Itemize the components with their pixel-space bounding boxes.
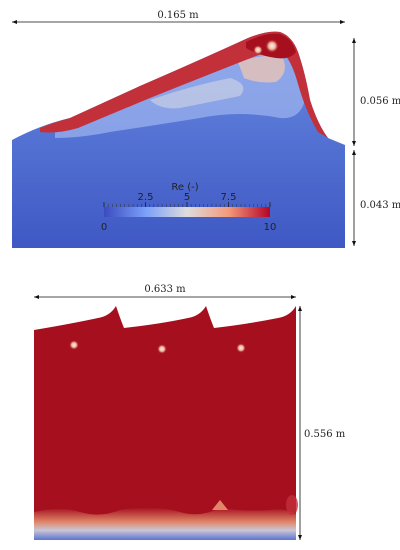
bottom-vortex-2 bbox=[157, 344, 167, 354]
bottom-width-label: 0.633 m bbox=[144, 284, 186, 295]
top-width-arrow-right bbox=[340, 20, 345, 24]
bottom-domain-body bbox=[34, 306, 296, 540]
top-width-label: 0.165 m bbox=[157, 10, 199, 21]
bottom-boundary-band bbox=[34, 507, 296, 540]
top-upper-height-label: 0.056 m bbox=[360, 96, 400, 107]
colorbar-tick-label: 0 bbox=[101, 222, 107, 233]
colorbar-tick-label: 2.5 bbox=[138, 192, 154, 203]
top-mixing-patch-2 bbox=[238, 55, 285, 83]
top-crest-vortex-2 bbox=[253, 45, 263, 55]
colorbar-ticks: 0 2.5 5 7.5 10 bbox=[101, 192, 277, 233]
bottom-width-arrow-right bbox=[291, 295, 296, 299]
bottom-boundary-spike bbox=[212, 500, 228, 510]
top-width-arrow-left bbox=[12, 20, 17, 24]
bottom-wall-patch bbox=[286, 495, 298, 515]
colorbar: Re (-) 0 2.5 5 7.5 10 bbox=[101, 182, 277, 233]
bottom-vortex-1 bbox=[69, 340, 79, 350]
top-upper-height-arrow-bottom bbox=[352, 141, 356, 146]
bottom-vortex-3 bbox=[236, 343, 246, 353]
top-mixing-patch-1 bbox=[150, 78, 244, 109]
top-contour-plot: 0.165 m 0.056 m 0.043 m bbox=[12, 10, 400, 248]
top-upper-height-arrow-top bbox=[352, 38, 356, 43]
top-crest-vortex bbox=[265, 39, 279, 53]
bottom-height-arrow-bottom bbox=[298, 535, 302, 540]
top-lower-height-label: 0.043 m bbox=[360, 200, 400, 211]
colorbar-tick-label: 10 bbox=[264, 222, 277, 233]
bottom-height-arrow-top bbox=[298, 306, 302, 311]
bottom-height-label: 0.556 m bbox=[304, 429, 346, 440]
colorbar-tick-label: 5 bbox=[184, 192, 190, 203]
top-surface-band bbox=[40, 31, 328, 139]
top-lower-height-arrow-bottom bbox=[352, 241, 356, 246]
colorbar-gradient bbox=[104, 207, 270, 217]
bottom-contour-plot: 0.633 m 0.556 m bbox=[34, 284, 346, 540]
bottom-width-arrow-left bbox=[34, 295, 39, 299]
colorbar-title: Re (-) bbox=[171, 182, 198, 193]
colorbar-tick-label: 7.5 bbox=[221, 192, 237, 203]
top-lower-height-arrow-top bbox=[352, 150, 356, 155]
